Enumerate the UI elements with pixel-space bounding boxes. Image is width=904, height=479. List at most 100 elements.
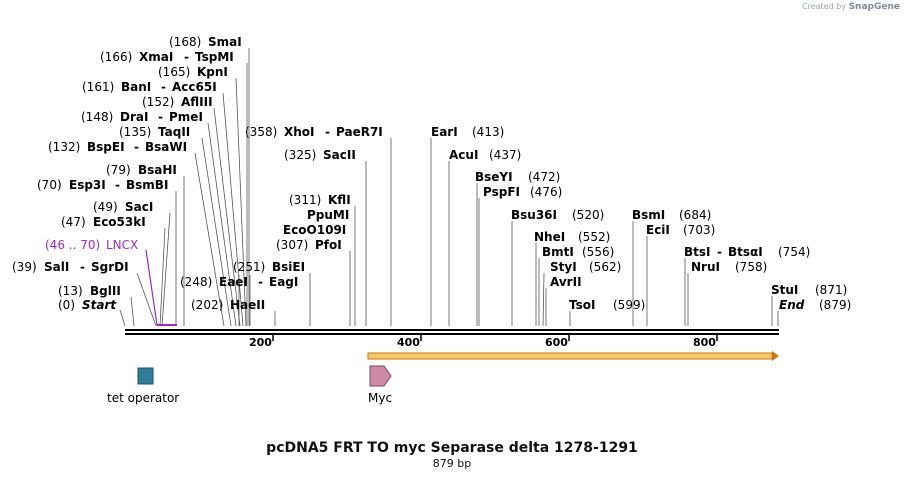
site-eco53ki-pos: (47): [61, 215, 86, 229]
site-sacii[interactable]: SacII: [323, 148, 356, 162]
site-bsu36i[interactable]: Bsu36I: [511, 208, 557, 222]
site-haeii[interactable]: HaeII: [230, 298, 265, 312]
site-bsawi[interactable]: BsaWI: [145, 140, 187, 154]
map-title: pcDNA5 FRT TO myc Separase delta 1278-12…: [266, 440, 638, 456]
myc-label: Myc: [368, 391, 392, 405]
site-saci-pos: (49): [93, 200, 118, 214]
site-leader-lines: [119, 48, 779, 327]
site-sali[interactable]: SalI: [44, 260, 69, 274]
site-bsmi[interactable]: BsmI: [632, 208, 665, 222]
site-acui-pos: (437): [489, 148, 521, 162]
site-nrui-pos: (758): [735, 260, 767, 274]
site-avrii[interactable]: AvrII: [550, 275, 582, 289]
tet-operator-box[interactable]: [137, 367, 154, 385]
site-stui[interactable]: StuI: [771, 283, 798, 297]
site-eaei[interactable]: EaeI: [219, 275, 248, 289]
site-bsahi-pos: (79): [106, 163, 131, 177]
site-ecoo109i[interactable]: EcoO109I: [283, 223, 346, 237]
site-kfli[interactable]: KflI: [328, 193, 351, 207]
site-bspei-pos: (132): [48, 140, 80, 154]
site-eco53ki[interactable]: Eco53kI: [93, 215, 146, 229]
site-bsmbi[interactable]: BsmBI: [126, 178, 168, 192]
site-btsai-dash: -: [717, 245, 722, 259]
site-pspfi[interactable]: PspFI: [483, 185, 520, 199]
site-btsi-pos: (754): [778, 245, 810, 259]
site-tsoi[interactable]: TsoI: [569, 298, 595, 312]
site-xhoi-pos: (358): [245, 125, 277, 139]
site-eari[interactable]: EarI: [431, 125, 458, 139]
site-xhoi[interactable]: XhoI: [284, 125, 315, 139]
snapgene-logo-text: SnapGene: [848, 2, 900, 12]
site-eagi-dash: -: [258, 275, 263, 289]
credit-prefix: Created by: [802, 2, 847, 11]
site-bsiei-pos: (251): [233, 260, 265, 274]
feature-lncx-pos: (46 .. 70): [45, 238, 100, 252]
site-pfoi[interactable]: PfoI: [315, 238, 342, 252]
site-haeii-pos: (202): [191, 298, 223, 312]
site-styi[interactable]: StyI: [550, 260, 577, 274]
feature-lncx[interactable]: LNCX: [106, 238, 138, 252]
site-bani[interactable]: BanI: [121, 80, 151, 94]
site-taqii-pos: (135): [119, 125, 151, 139]
site-bmti-pos: (556): [582, 245, 614, 259]
site-eagi[interactable]: EagI: [269, 275, 298, 289]
site-bglii[interactable]: BglII: [90, 284, 121, 298]
site-tsoi-pos: (599): [613, 298, 645, 312]
site-bspei[interactable]: BspEI: [87, 140, 125, 154]
ruler-label-800: 800: [693, 336, 716, 349]
site-bseyi-pos: (472): [528, 170, 560, 184]
site-xmai-pos: (166): [100, 50, 132, 64]
site-stui-pos: (871): [815, 283, 847, 297]
site-saci[interactable]: SacI: [125, 200, 153, 214]
site-afliii-pos: (152): [142, 95, 174, 109]
site-bseyi[interactable]: BseYI: [475, 170, 513, 184]
site-bsiei[interactable]: BsiEI: [272, 260, 305, 274]
site-kfli-pos: (311): [289, 193, 321, 207]
site-btsai[interactable]: BtsαI: [728, 245, 763, 259]
site-afliii[interactable]: AflIII: [181, 95, 213, 109]
ruler-label-600: 600: [545, 336, 568, 349]
site-tspmi[interactable]: TspMI: [195, 50, 234, 64]
site-ecii[interactable]: EciI: [646, 223, 670, 237]
site-nrui[interactable]: NruI: [691, 260, 720, 274]
site-bglii-pos: (13): [58, 284, 83, 298]
site-nhei-pos: (552): [578, 230, 610, 244]
site-bmti[interactable]: BmtI: [542, 245, 574, 259]
site-ecii-pos: (703): [683, 223, 715, 237]
site-smai[interactable]: SmaI: [208, 35, 242, 49]
site-kpni[interactable]: KpnI: [197, 65, 228, 79]
site-smai-pos: (168): [169, 35, 201, 49]
site-taqii[interactable]: TaqII: [158, 125, 190, 139]
site-paer7i[interactable]: PaeR7I: [336, 125, 383, 139]
site-acc65i[interactable]: Acc65I: [172, 80, 217, 94]
site-pfoi-pos: (307): [276, 238, 308, 252]
sequence-backbone-bottom: [125, 333, 779, 335]
orf-arrowhead: [772, 351, 779, 361]
site-pspfi-pos: (476): [530, 185, 562, 199]
site-bsahi[interactable]: BsaHI: [138, 163, 177, 177]
site-xmai[interactable]: XmaI: [139, 50, 173, 64]
lncx-leader-line: [145, 249, 158, 326]
myc-arrow[interactable]: [369, 365, 392, 387]
site-tspmi-dash: -: [184, 50, 189, 64]
sequence-length: 879 bp: [432, 457, 472, 470]
ruler-ticks: [272, 335, 718, 341]
site-bsmi-pos: (684): [679, 208, 711, 222]
site-acui[interactable]: AcuI: [449, 148, 478, 162]
start-pos: (0): [58, 298, 75, 312]
site-drai-pos: (148): [81, 110, 113, 124]
ruler-label-400: 400: [397, 336, 420, 349]
site-eaei-pos: (248): [180, 275, 212, 289]
site-sgrdi-dash: -: [80, 260, 85, 274]
site-esp3i-pos: (70): [37, 178, 62, 192]
sequence-start-label: Start: [82, 298, 117, 312]
site-pmei[interactable]: PmeI: [169, 110, 203, 124]
site-drai[interactable]: DraI: [120, 110, 148, 124]
site-esp3i[interactable]: Esp3I: [69, 178, 106, 192]
orf-bar: [367, 352, 773, 360]
site-nhei[interactable]: NheI: [534, 230, 565, 244]
site-sgrdi[interactable]: SgrDI: [91, 260, 129, 274]
site-btsi[interactable]: BtsI: [684, 245, 711, 259]
site-ppumi[interactable]: PpuMI: [307, 208, 349, 222]
